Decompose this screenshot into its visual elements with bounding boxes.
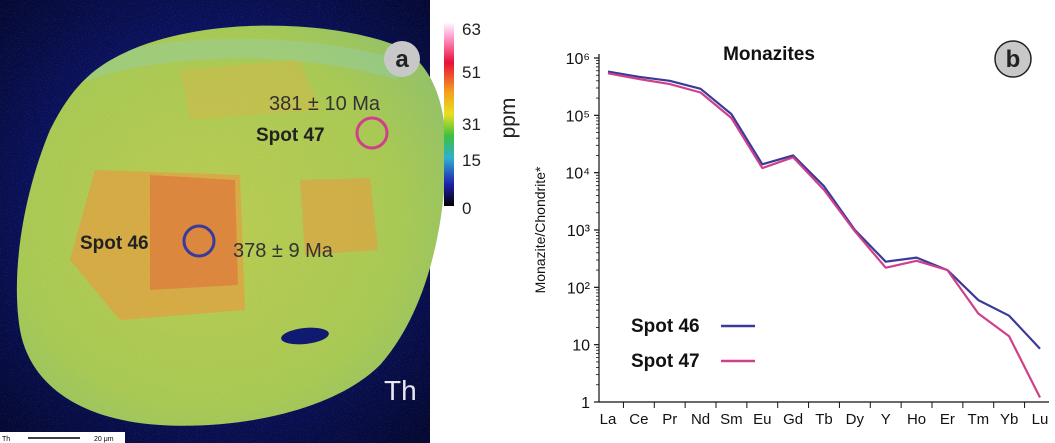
- series-line-spot-46: [607, 70, 1041, 350]
- x-tick-label: Nd: [691, 411, 710, 428]
- chart-title: Monazites: [723, 44, 815, 65]
- panel-b-letter: b: [1006, 46, 1021, 73]
- x-tick-label: Sm: [720, 411, 743, 428]
- y-axis: 1 10 10² 10³ 10⁴ 10⁵ 10⁶: [565, 51, 600, 412]
- spot-46-circle: [182, 224, 216, 258]
- x-tick-label: Pr: [662, 411, 677, 428]
- series-line-spot-47: [607, 72, 1041, 398]
- x-tick-label: Gd: [783, 411, 803, 428]
- series-lines: [607, 70, 1041, 398]
- colorbar-tick-63: 63: [462, 20, 481, 39]
- spot-47-circle: [355, 116, 389, 150]
- scale-bar-prefix: Th: [2, 436, 10, 443]
- y-tick-label: 10²: [567, 280, 591, 297]
- x-tick-label: Y: [881, 411, 891, 428]
- y-tick-label: 10⁵: [566, 108, 590, 125]
- element-label: Th: [384, 375, 417, 406]
- x-tick-label: Tb: [815, 411, 833, 428]
- colorbar-unit: ppm: [497, 98, 520, 139]
- x-tick-label: La: [600, 411, 617, 428]
- x-tick-label: Eu: [753, 411, 771, 428]
- colorbar-tick-15: 15: [462, 151, 481, 170]
- spot-46-label: Spot 46: [80, 233, 149, 254]
- legend: Spot 46 Spot 47: [631, 316, 755, 372]
- x-tick-label: Ho: [907, 411, 926, 428]
- colorbar-tick-0: 0: [462, 199, 471, 218]
- panel-b-badge: [994, 40, 1032, 78]
- legend-label: Spot 47: [631, 351, 700, 372]
- x-tick-label: Lu: [1032, 411, 1049, 428]
- panel-a-badge: [384, 41, 420, 77]
- x-tick-label: Dy: [846, 411, 865, 428]
- x-tick-label: Yb: [1000, 411, 1018, 428]
- x-axis: La Ce Pr Nd Sm Eu Gd Tb Dy Y Ho Er Tm Yb Lu: [599, 401, 1049, 428]
- y-tick-label: 10⁶: [566, 51, 590, 68]
- dark-inclusion: [281, 327, 329, 345]
- x-tick-label: Er: [940, 411, 955, 428]
- th-map-panel: 381 ± 10 Ma Spot 47 Spot 46 378 ± 9 Ma a…: [0, 0, 520, 443]
- x-tick-label: Tm: [967, 411, 989, 428]
- spot-46-age: 378 ± 9 Ma: [233, 240, 334, 262]
- ree-chart-panel: Monazites Monazite/Chondrite* b 1 10 10² 10…: [532, 40, 1049, 428]
- panel-a-letter: a: [395, 46, 409, 73]
- y-tick-label: 10⁴: [565, 166, 590, 183]
- y-axis-label: Monazite/Chondrite*: [532, 166, 548, 293]
- scale-bar-text: 20 μm: [94, 436, 114, 443]
- colorbar-tick-51: 51: [462, 63, 481, 82]
- colorbar-tick-31: 31: [462, 115, 481, 134]
- spot-47-age: 381 ± 10 Ma: [269, 93, 381, 115]
- monazite-grain: [16, 25, 447, 426]
- y-tick-label: 1: [581, 395, 590, 412]
- y-tick-label: 10³: [567, 223, 591, 240]
- x-tick-label: Ce: [629, 411, 648, 428]
- y-tick-label: 10: [572, 338, 590, 355]
- spot-47-label: Spot 47: [256, 125, 325, 146]
- colorbar: [444, 22, 454, 206]
- legend-label: Spot 46: [631, 316, 700, 337]
